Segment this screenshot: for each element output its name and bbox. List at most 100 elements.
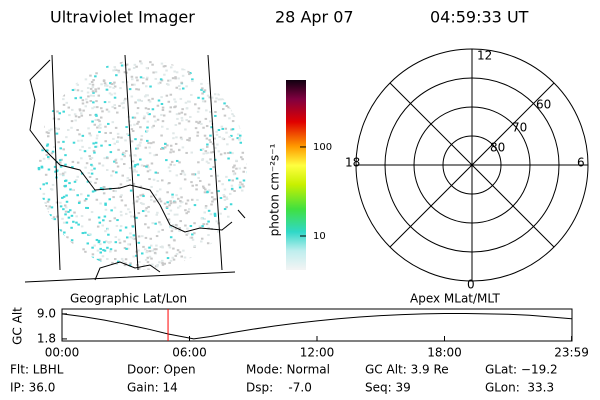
pixel: [190, 236, 194, 239]
pixel: [243, 138, 247, 141]
pixel: [149, 85, 152, 88]
pixel: [208, 262, 211, 265]
pixel: [100, 107, 103, 110]
pixel: [144, 146, 148, 149]
pixel: [221, 65, 224, 68]
pixel: [185, 107, 189, 110]
pixel: [106, 84, 109, 87]
pixel: [128, 178, 132, 181]
pixel: [227, 237, 231, 240]
pixel: [181, 108, 184, 111]
pixel: [132, 234, 136, 237]
pixel: [37, 205, 41, 208]
pixel: [87, 127, 90, 130]
colorbar: [286, 80, 306, 270]
pixel: [202, 223, 205, 226]
pixel: [205, 258, 209, 261]
pixel: [55, 132, 59, 135]
pixel: [136, 112, 139, 115]
pixel: [162, 114, 166, 117]
status-field: Gain: 14: [127, 381, 178, 395]
pixel: [76, 89, 80, 92]
pixel: [95, 178, 99, 181]
pixel: [165, 83, 169, 86]
pixel: [177, 197, 180, 200]
pixel: [50, 128, 53, 131]
pixel: [243, 61, 247, 64]
pixel: [192, 259, 196, 262]
pixel: [240, 114, 244, 117]
pixel: [73, 180, 77, 183]
pixel: [231, 250, 235, 253]
pixel: [168, 246, 172, 249]
pixel: [179, 201, 183, 204]
pixel: [167, 79, 170, 82]
time: 04:59:33 UT: [430, 8, 529, 27]
pixel: [233, 65, 237, 68]
pixel: [210, 96, 214, 99]
pixel: [114, 190, 117, 193]
pixel: [216, 143, 219, 146]
pixel: [171, 256, 175, 259]
pixel: [162, 65, 166, 68]
pixel: [71, 160, 75, 163]
pixel: [201, 159, 204, 162]
pixel: [228, 151, 232, 154]
pixel: [62, 254, 66, 257]
pixel: [148, 169, 152, 172]
pixel: [106, 241, 110, 244]
pixel: [59, 165, 63, 168]
pixel: [196, 198, 199, 201]
pixel: [80, 90, 84, 93]
pixel: [212, 198, 216, 201]
pixel: [177, 77, 180, 80]
pixel: [197, 254, 200, 257]
pixel: [81, 232, 85, 235]
pixel: [103, 82, 107, 85]
pixel: [77, 116, 81, 119]
pixel: [230, 260, 234, 263]
pixel: [208, 110, 212, 113]
pixel: [150, 162, 154, 165]
pixel: [88, 146, 91, 149]
pixel: [148, 178, 151, 181]
pixel: [109, 248, 113, 251]
pixel: [77, 269, 81, 270]
pixel: [102, 79, 106, 82]
pixel: [42, 183, 45, 186]
pixel: [91, 190, 95, 193]
pixel: [189, 236, 192, 239]
pixel: [80, 225, 84, 228]
pixel: [109, 86, 112, 89]
pixel: [102, 185, 106, 188]
pixel: [203, 217, 206, 220]
pixel: [172, 247, 175, 250]
pixel: [80, 214, 84, 217]
pixel: [101, 164, 105, 167]
pixel: [106, 257, 109, 260]
mlt-label: 0: [467, 278, 475, 292]
pixel: [63, 265, 66, 268]
pixel: [222, 261, 225, 264]
pixel: [85, 162, 89, 165]
pixel: [65, 221, 69, 224]
pixel: [98, 260, 102, 263]
pixel: [109, 250, 112, 253]
pixel: [60, 85, 63, 88]
pixel: [205, 109, 208, 112]
pixel: [68, 241, 71, 244]
pixel: [44, 94, 47, 97]
pixel: [246, 115, 247, 118]
pixel: [46, 247, 49, 250]
pixel: [67, 210, 70, 213]
pixel: [93, 106, 96, 109]
pixel: [164, 146, 167, 149]
pixel: [72, 220, 75, 223]
pixel: [50, 152, 54, 155]
pixel: [56, 264, 60, 267]
pixel: [139, 158, 142, 161]
pixel: [60, 158, 63, 161]
pixel: [189, 266, 193, 269]
pixel: [137, 235, 141, 238]
pixel: [85, 198, 88, 201]
